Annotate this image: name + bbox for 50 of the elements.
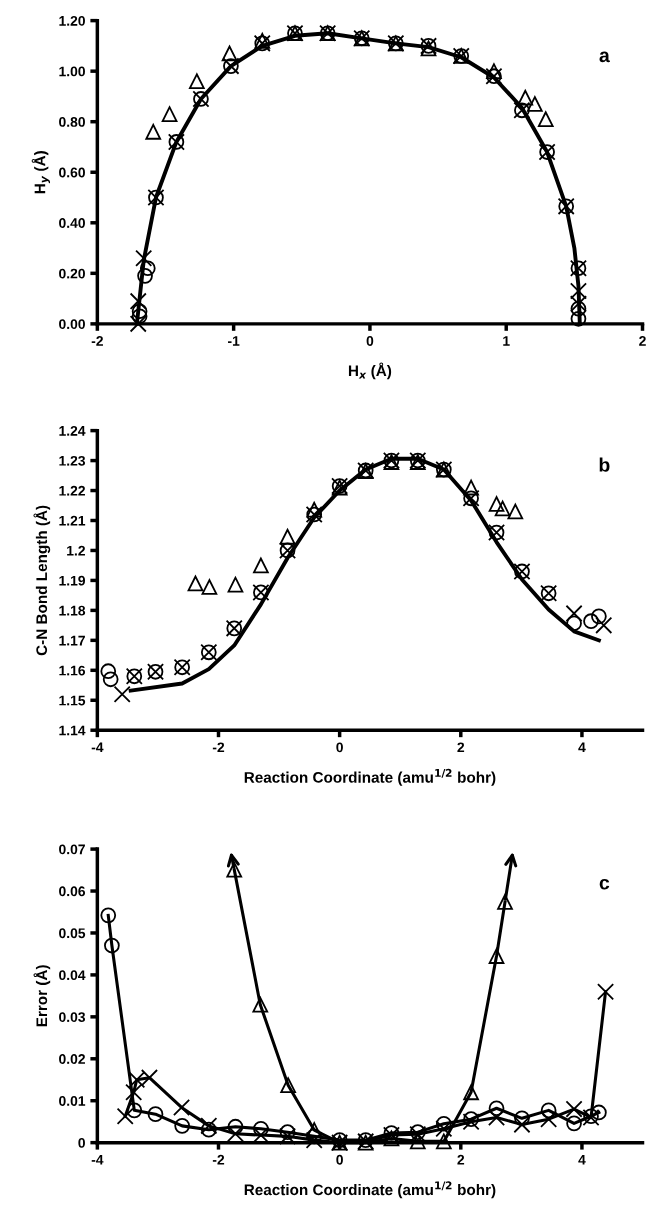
x-tick-label: -4 <box>91 742 104 753</box>
y-tick-label: 1.18 <box>59 605 86 616</box>
y-tick-label: 0.02 <box>59 1054 85 1064</box>
x-tick-label: -2 <box>212 1154 225 1165</box>
x-tick-label: 4 <box>578 742 586 753</box>
y-tick-label: 1.17 <box>59 635 85 646</box>
annotation: a <box>599 51 610 63</box>
x-axis-title: Reaction Coordinate (amu$^{1/2}$ bohr) <box>244 1181 496 1199</box>
x-axis-title: Reaction Coordinate (amu$^{1/2}$ bohr) <box>244 768 496 786</box>
y-tick-label: 0.60 <box>59 167 85 178</box>
x-tick-label: -2 <box>212 742 225 753</box>
y-tick-label: 0.07 <box>59 844 85 855</box>
y-tick-label: 0.20 <box>59 268 85 279</box>
y-tick-label: 0.00 <box>59 319 85 330</box>
y-tick-label: 1.23 <box>59 455 86 466</box>
y-tick-label: 0.05 <box>59 928 86 939</box>
x-tick-label: -4 <box>91 1154 104 1165</box>
y-tick-label: 1.14 <box>59 725 86 736</box>
x-tick-label: 4 <box>578 1154 586 1165</box>
x-tick-label: 0 <box>336 1154 343 1165</box>
x-tick-label: 1 <box>503 336 510 346</box>
y-axis-title: Error (Å) <box>33 965 51 1027</box>
annotation: c <box>599 878 610 890</box>
y-tick-label: 1.15 <box>59 695 86 706</box>
x-tick-label: 2 <box>457 742 465 753</box>
y-tick-label: 1.19 <box>59 575 86 586</box>
y-axis-title: H$_{y}$ (Å) <box>31 151 50 194</box>
y-axis-title: C-N Bond Length (Å) <box>33 505 51 656</box>
y-tick-label: 0 <box>78 1137 85 1148</box>
y-tick-label: 1.16 <box>59 665 86 676</box>
y-tick-label: 1.00 <box>59 66 85 77</box>
x-axis-title: H$_{x}$ (Å) <box>348 362 392 380</box>
y-tick-label: 1.20 <box>59 15 85 26</box>
x-tick-label: 2 <box>457 1154 465 1165</box>
y-tick-label: 0.06 <box>59 886 86 897</box>
y-tick-label: 1.21 <box>59 515 86 526</box>
y-tick-label: 1.24 <box>59 425 86 436</box>
x-tick-label: -1 <box>228 336 240 346</box>
y-tick-label: 1.2 <box>67 545 85 556</box>
x-tick-label: 0 <box>366 336 374 346</box>
y-tick-label: 0.40 <box>59 218 85 228</box>
y-tick-label: 0.04 <box>59 970 86 981</box>
y-tick-label: 0.01 <box>59 1096 86 1106</box>
annotation: b <box>599 457 610 472</box>
x-tick-label: 0 <box>336 742 343 753</box>
y-tick-label: 1.22 <box>59 485 85 496</box>
x-tick-label: -2 <box>91 336 103 346</box>
y-tick-label: 0.80 <box>59 117 85 127</box>
x-tick-label: 2 <box>639 336 646 346</box>
y-tick-label: 0.03 <box>59 1012 86 1023</box>
